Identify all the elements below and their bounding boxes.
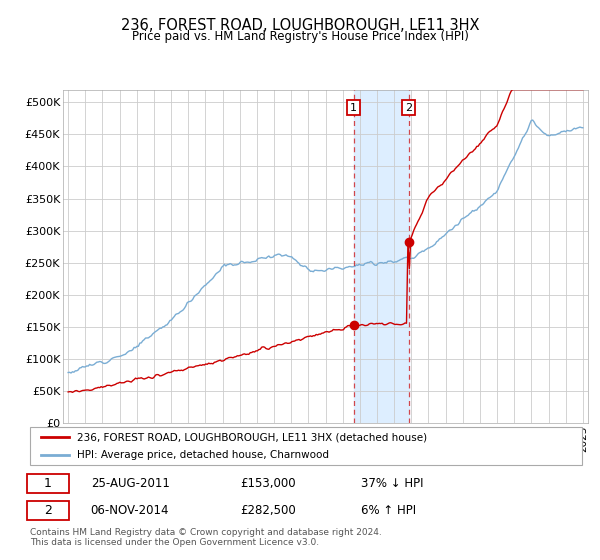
FancyBboxPatch shape [27,474,68,493]
Text: 37% ↓ HPI: 37% ↓ HPI [361,477,424,490]
Text: 1: 1 [44,477,52,490]
FancyBboxPatch shape [27,501,68,520]
Text: 2: 2 [44,504,52,517]
Bar [353,90,409,423]
Text: £282,500: £282,500 [240,504,296,517]
Text: £153,000: £153,000 [240,477,295,490]
Text: 1: 1 [350,102,357,113]
FancyBboxPatch shape [30,427,582,465]
Text: 25-AUG-2011: 25-AUG-2011 [91,477,170,490]
Text: 236, FOREST ROAD, LOUGHBOROUGH, LE11 3HX (detached house): 236, FOREST ROAD, LOUGHBOROUGH, LE11 3HX… [77,432,427,442]
Text: 2: 2 [405,102,412,113]
Text: Contains HM Land Registry data © Crown copyright and database right 2024.
This d: Contains HM Land Registry data © Crown c… [30,528,382,547]
Text: HPI: Average price, detached house, Charnwood: HPI: Average price, detached house, Char… [77,450,329,460]
Text: Price paid vs. HM Land Registry's House Price Index (HPI): Price paid vs. HM Land Registry's House … [131,30,469,43]
Text: 6% ↑ HPI: 6% ↑ HPI [361,504,416,517]
Text: 236, FOREST ROAD, LOUGHBOROUGH, LE11 3HX: 236, FOREST ROAD, LOUGHBOROUGH, LE11 3HX [121,18,479,33]
Text: 06-NOV-2014: 06-NOV-2014 [91,504,169,517]
